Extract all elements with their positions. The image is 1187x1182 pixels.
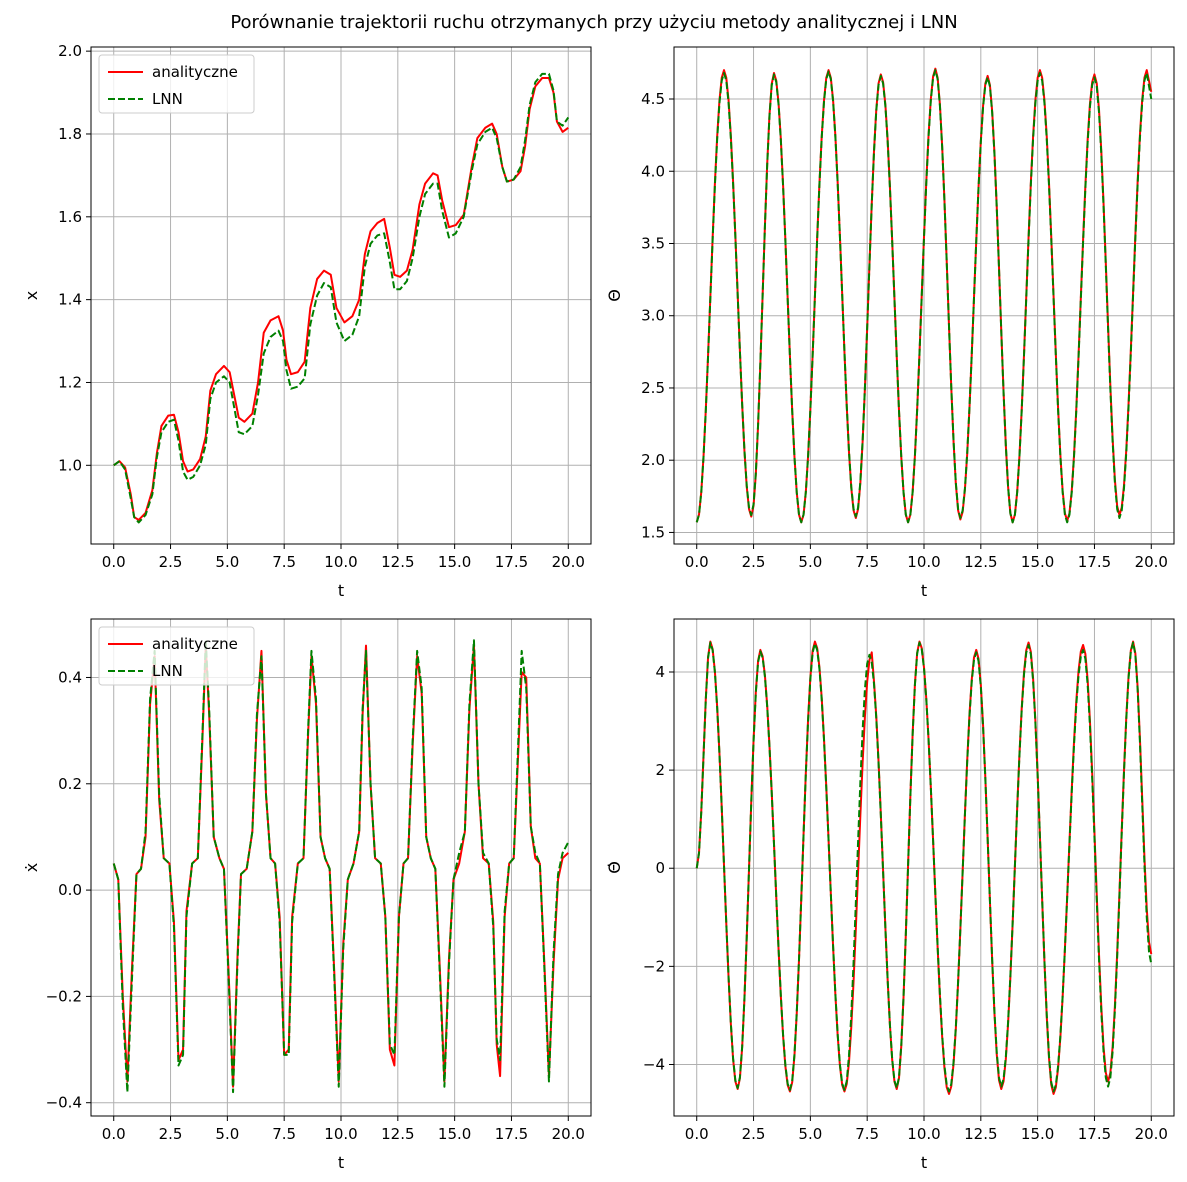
y-tick-label: 2.0 (58, 42, 82, 60)
subplot-3: 0.0 2.5 5.0 7.5 10.0 12.5 15.0 17.5 20.0 −0.4 −0.2… (22, 618, 592, 1172)
series-group (695, 67, 1153, 524)
subplots: 0.0 2.5 5.0 7.5 10.0 12.5 15.0 17.5 20.01.01.21.… (22, 42, 1175, 1172)
series-line-lnn (695, 69, 1153, 524)
series-line-lnn (112, 639, 570, 1094)
legend: analityczne LNN (98, 626, 255, 686)
x-tick-label: 0.0 (685, 1125, 709, 1143)
x-axis-label: t (921, 581, 927, 600)
y-axis-label: x (22, 291, 41, 300)
legend-box (98, 626, 255, 686)
y-tick-label: 2.5 (641, 379, 665, 397)
y-tick-label: 2.0 (641, 451, 665, 469)
x-tick-label: 0.0 (102, 553, 126, 571)
legend-label: LNN (152, 90, 183, 108)
x-tick-label: 15.0 (1021, 553, 1054, 571)
y-tick-label: 4.0 (641, 162, 665, 180)
y-axis-label: ẋ (22, 863, 41, 872)
x-tick-label: 0.0 (685, 553, 709, 571)
legend: analityczne LNN (98, 54, 255, 114)
x-tick-label: 2.5 (742, 553, 766, 571)
x-tick-label: 20.0 (552, 1125, 585, 1143)
series-group (695, 640, 1153, 1095)
legend-label: LNN (152, 662, 183, 680)
series-line-lnn (113, 72, 570, 524)
y-tick-label: 0.2 (58, 775, 82, 793)
y-tick-label: 0.0 (58, 881, 82, 899)
x-tick-label: 5.0 (215, 1125, 239, 1143)
y-tick-label: 1.8 (58, 125, 82, 143)
x-tick-label: 2.5 (159, 553, 183, 571)
x-tick-label: 7.5 (272, 1125, 296, 1143)
x-axis-label: t (921, 1153, 927, 1172)
y-tick-label: 2 (655, 761, 665, 779)
series-group (113, 72, 570, 524)
y-tick-label: −4 (643, 1055, 665, 1073)
x-axis-label: t (338, 581, 344, 600)
legend-label: analityczne (152, 63, 238, 81)
x-tick-label: 20.0 (1135, 1125, 1168, 1143)
x-tick-label: 7.5 (855, 1125, 879, 1143)
x-tick-label: 2.5 (742, 1125, 766, 1143)
subplot-1: 0.0 2.5 5.0 7.5 10.0 12.5 15.0 17.5 20.0 1.0 1.2 1.… (22, 42, 592, 600)
x-tick-label: 12.5 (964, 553, 997, 571)
x-tick-label: 20.0 (1135, 553, 1168, 571)
subplot-4: 0.0 2.5 5.0 7.5 10.0 12.5 15.0 17.5 20.0 −4 −2 0 2 4 t… (605, 618, 1175, 1172)
x-tick-label: 17.5 (495, 1125, 528, 1143)
x-tick-label: 12.5 (964, 1125, 997, 1143)
x-tick-label: 2.5 (159, 1125, 183, 1143)
x-tick-label: 15.0 (438, 553, 471, 571)
figure-title: Porównanie trajektorii ruchu otrzymanych… (230, 12, 957, 33)
x-tick-label: 10.0 (907, 1125, 940, 1143)
x-tick-label: 20.0 (552, 553, 585, 571)
y-tick-label: 4.5 (641, 90, 665, 108)
y-tick-label: −0.4 (46, 1094, 82, 1112)
subplot-2: 0.0 2.5 5.0 7.5 10.0 12.5 15.0 17.5 20.0 1.5 2.0 2.… (605, 46, 1175, 600)
y-tick-label: 1.2 (58, 373, 82, 391)
y-tick-label: 3.5 (641, 234, 665, 252)
x-tick-label: 5.0 (215, 553, 239, 571)
x-tick-label: 12.5 (381, 553, 414, 571)
series-line-lnn (695, 641, 1153, 1093)
y-tick-label: 1.6 (58, 208, 82, 226)
x-tick-label: 7.5 (855, 553, 879, 571)
y-tick-label: 1.5 (641, 523, 665, 541)
y-axis-label: Θ̇ (605, 861, 624, 874)
x-tick-label: 5.0 (798, 553, 822, 571)
x-tick-label: 17.5 (1078, 1125, 1111, 1143)
x-tick-label: 10.0 (907, 553, 940, 571)
y-tick-label: 1.0 (58, 456, 82, 474)
y-tick-label: 0 (655, 859, 665, 877)
legend-label: analityczne (152, 635, 238, 653)
x-tick-label: 17.5 (495, 553, 528, 571)
y-tick-label: 0.4 (58, 668, 82, 686)
x-tick-label: 10.0 (324, 553, 357, 571)
x-axis-label: t (338, 1153, 344, 1172)
y-tick-label: −0.2 (46, 987, 82, 1005)
series-line-analytic (695, 640, 1153, 1095)
y-tick-label: −2 (643, 957, 665, 975)
x-tick-label: 15.0 (1021, 1125, 1054, 1143)
x-tick-label: 10.0 (324, 1125, 357, 1143)
x-tick-label: 0.0 (102, 1125, 126, 1143)
series-group (112, 639, 570, 1094)
y-axis-label: Θ (605, 289, 624, 302)
y-tick-label: 4 (655, 663, 665, 681)
x-tick-label: 7.5 (272, 553, 296, 571)
x-tick-label: 5.0 (798, 1125, 822, 1143)
x-tick-label: 17.5 (1078, 553, 1111, 571)
legend-box (98, 54, 255, 114)
y-tick-label: 3.0 (641, 307, 665, 325)
x-tick-label: 15.0 (438, 1125, 471, 1143)
y-tick-label: 1.4 (58, 291, 82, 309)
x-tick-label: 12.5 (381, 1125, 414, 1143)
